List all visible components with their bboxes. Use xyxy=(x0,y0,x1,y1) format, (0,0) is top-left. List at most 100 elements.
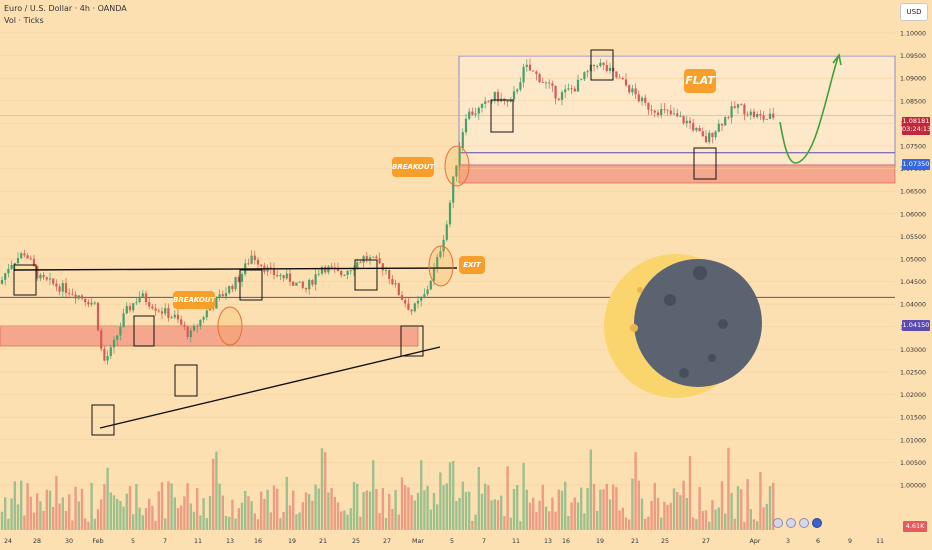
candle-body xyxy=(112,339,116,348)
volume-bar xyxy=(29,496,32,530)
candle-body xyxy=(490,100,493,103)
candle-body xyxy=(151,306,154,309)
candle-body xyxy=(400,295,404,301)
candle-body xyxy=(724,117,727,126)
candle-body xyxy=(496,91,500,102)
candle-body xyxy=(477,107,480,114)
highlight-box xyxy=(174,364,198,397)
x-tick-label: 25 xyxy=(661,538,669,545)
y-tick-label: 1.05500 xyxy=(900,234,926,241)
volume-bar xyxy=(455,500,458,530)
volume-bar xyxy=(186,483,189,530)
volume-bar xyxy=(688,456,692,530)
volume-bar xyxy=(218,483,221,530)
candle-body xyxy=(506,100,509,102)
candle-body xyxy=(23,253,26,256)
candle-body xyxy=(628,85,631,93)
volume-bar xyxy=(500,495,503,530)
volume-bar xyxy=(602,489,605,530)
volume-bar xyxy=(71,520,74,530)
candle-body xyxy=(80,295,84,299)
candle-body xyxy=(548,82,551,84)
candle-body xyxy=(119,327,122,336)
candle-body xyxy=(218,294,221,298)
x-tick-label: 16 xyxy=(562,538,570,545)
volume-bar xyxy=(762,507,765,530)
candle-body xyxy=(509,99,512,102)
volume-bar xyxy=(503,516,506,530)
volume-bar xyxy=(144,508,148,530)
event-flags[interactable] xyxy=(773,518,822,528)
highlight-box xyxy=(590,49,614,81)
volume-bar xyxy=(544,506,548,530)
candle-body xyxy=(615,71,618,78)
breakout-circle-upper xyxy=(444,145,470,187)
y-tick-label: 1.02000 xyxy=(900,392,926,399)
candle-body xyxy=(679,116,682,117)
volume-bar xyxy=(314,484,317,530)
volume-bar xyxy=(528,502,532,530)
us-flag-icon[interactable] xyxy=(799,518,809,528)
candle-body xyxy=(247,263,250,265)
currency-button[interactable]: USD xyxy=(900,3,928,21)
candle-body xyxy=(692,122,695,131)
eu-flag-icon[interactable] xyxy=(812,518,822,528)
volume-bar xyxy=(580,487,583,530)
candle-body xyxy=(704,136,708,143)
volume-bar xyxy=(90,482,93,530)
volume-bar xyxy=(736,486,740,530)
volume-bar xyxy=(349,508,352,530)
candle-body xyxy=(448,202,452,225)
candle-body xyxy=(125,306,128,314)
candle-body xyxy=(560,92,564,100)
volume-bar xyxy=(653,482,656,530)
candle-body xyxy=(605,65,608,71)
x-tick-label: 11 xyxy=(194,538,202,545)
y-axis-labels: 1.100001.095001.090001.085001.080001.075… xyxy=(900,31,926,490)
candle-body xyxy=(765,118,768,120)
volume-bar xyxy=(122,506,125,530)
price-axis[interactable] xyxy=(895,0,932,550)
volume-bar xyxy=(554,511,557,530)
candle-body xyxy=(100,330,103,349)
us-flag-icon[interactable] xyxy=(786,518,796,528)
volume-bar xyxy=(23,515,26,530)
support-trendline[interactable] xyxy=(99,346,441,429)
candle-body xyxy=(144,293,148,303)
candle-body xyxy=(397,283,400,296)
volume-bar xyxy=(586,487,589,530)
resistance-trendline[interactable] xyxy=(13,267,458,271)
volume-bar xyxy=(730,492,733,530)
candle-body xyxy=(423,294,426,298)
volume-bar xyxy=(167,481,170,530)
candle-body xyxy=(362,256,365,263)
candle-body xyxy=(55,283,58,287)
y-tick-label: 1.07500 xyxy=(900,144,926,151)
volume-bar xyxy=(16,504,20,530)
volume-bar xyxy=(311,500,314,530)
candle-body xyxy=(551,83,554,86)
volume-bar xyxy=(682,480,685,530)
volume-bar xyxy=(426,485,429,530)
volume-bar xyxy=(96,509,100,530)
candle-body xyxy=(74,294,77,299)
candle-body xyxy=(768,113,772,119)
candle-body xyxy=(452,176,455,203)
volume-bar xyxy=(394,489,397,530)
x-tick-label: Apr xyxy=(750,538,761,545)
us-flag-icon[interactable] xyxy=(773,518,783,528)
x-tick-label: 11 xyxy=(876,538,884,545)
candle-body xyxy=(343,274,346,276)
candle-body xyxy=(656,112,660,115)
volume-bar xyxy=(119,500,122,530)
candle-body xyxy=(202,317,205,320)
candle-body xyxy=(228,285,231,294)
candle-body xyxy=(512,91,516,100)
volume-bar xyxy=(324,452,327,530)
candle-body xyxy=(42,274,45,278)
x-tick-label: Mar xyxy=(412,538,424,545)
volume-bar xyxy=(234,518,237,530)
last-price: 1.08181 xyxy=(902,117,930,125)
highlight-box xyxy=(354,259,378,291)
